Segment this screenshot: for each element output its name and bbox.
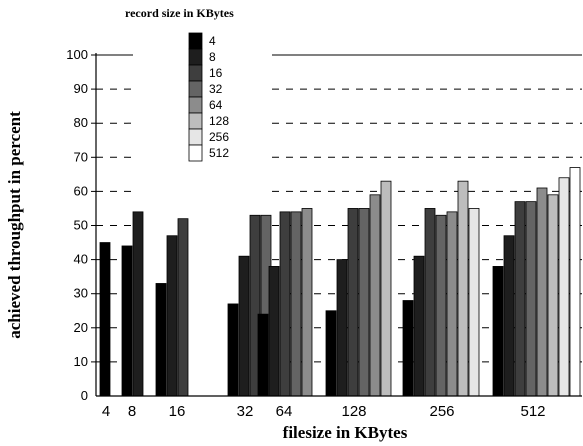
bar-256-rec64	[446, 211, 458, 397]
bar-512-rec512	[569, 167, 581, 397]
bar-64-rec32	[290, 211, 302, 397]
bar-64-rec64	[301, 208, 313, 397]
legend-label: 128	[209, 114, 229, 128]
bar-16-rec4	[155, 283, 167, 397]
bar-128-rec8	[336, 259, 348, 397]
legend: 4 8 16 32 64 128 256 512	[188, 32, 229, 162]
y-tick-label: 60	[74, 183, 88, 198]
bar-128-rec128	[380, 180, 392, 397]
y-tick-label: 20	[74, 320, 88, 335]
legend-swatch-32	[188, 80, 203, 98]
legend-swatch-256	[188, 128, 203, 146]
legend-title: record size in KBytes	[125, 6, 234, 20]
y-tick-label: 70	[74, 149, 88, 164]
y-tick-label: 40	[74, 252, 88, 267]
bar-32-rec8	[238, 255, 250, 397]
legend-swatch-8	[188, 48, 203, 66]
bar-8-rec4	[121, 245, 133, 397]
bar-256-rec8	[413, 255, 425, 397]
bar-4-rec4	[99, 242, 111, 397]
y-tick-label: 30	[74, 286, 88, 301]
legend-label: 4	[209, 34, 216, 48]
legend-swatch-16	[188, 64, 203, 82]
bar-512-rec32	[525, 201, 537, 397]
legend-label: 8	[209, 50, 216, 64]
bar-512-rec128	[547, 194, 559, 397]
bar-256-rec128	[457, 180, 469, 397]
y-tick-label: 50	[74, 218, 88, 233]
x-tick-label: 4	[102, 403, 110, 420]
legend-label: 256	[209, 130, 229, 144]
legend-label: 32	[209, 82, 223, 96]
bar-8-rec8	[132, 211, 144, 397]
bar-512-rec16	[514, 201, 526, 397]
legend-swatch-64	[188, 96, 203, 114]
legend-label: 512	[209, 146, 229, 160]
bars	[99, 167, 581, 397]
bar-64-rec16	[279, 211, 291, 397]
bar-512-rec8	[503, 235, 515, 397]
bar-64-rec8	[268, 266, 280, 397]
legend-label: 64	[209, 98, 223, 112]
y-tick-label: 0	[81, 388, 88, 403]
x-tick-labels: 4 8 16 32 64 128 256 512	[102, 403, 546, 420]
bar-128-rec32	[358, 208, 370, 397]
y-tick-labels: 0 10 20 30 40 50 60 70 80 90 100	[66, 47, 88, 403]
x-tick-label: 8	[128, 403, 136, 420]
bar-16-rec16	[177, 218, 189, 397]
bar-256-rec256	[468, 208, 480, 397]
bar-128-rec64	[369, 194, 381, 397]
bar-128-rec16	[347, 208, 359, 397]
x-tick-label: 16	[169, 403, 186, 420]
legend-swatch-512	[188, 144, 203, 162]
x-tick-label: 128	[341, 403, 366, 420]
legend-swatch-128	[188, 112, 203, 130]
y-axis-title: achieved throughput in percent	[5, 111, 24, 339]
legend-swatch-4	[188, 32, 203, 50]
x-tick-label: 512	[520, 403, 545, 420]
bar-32-rec4	[227, 303, 239, 397]
bar-512-rec64	[536, 187, 548, 397]
bar-64-rec4	[257, 313, 269, 397]
legend-label: 16	[209, 66, 223, 80]
y-tick-label: 100	[66, 47, 88, 62]
axes	[91, 53, 582, 397]
y-tick-label: 80	[74, 115, 88, 130]
bar-512-rec4	[492, 266, 504, 397]
bar-16-rec8	[166, 235, 178, 397]
bar-256-rec32	[435, 214, 447, 397]
x-axis-title: filesize in KBytes	[283, 423, 408, 442]
y-tick-label: 10	[74, 354, 88, 369]
x-tick-label: 32	[237, 403, 254, 420]
x-tick-label: 64	[276, 403, 293, 420]
bar-256-rec4	[402, 300, 414, 397]
x-tick-label: 256	[429, 403, 454, 420]
y-tick-label: 90	[74, 81, 88, 96]
bar-512-rec256	[558, 177, 570, 397]
bar-256-rec16	[424, 208, 436, 397]
bar-128-rec4	[325, 310, 337, 397]
